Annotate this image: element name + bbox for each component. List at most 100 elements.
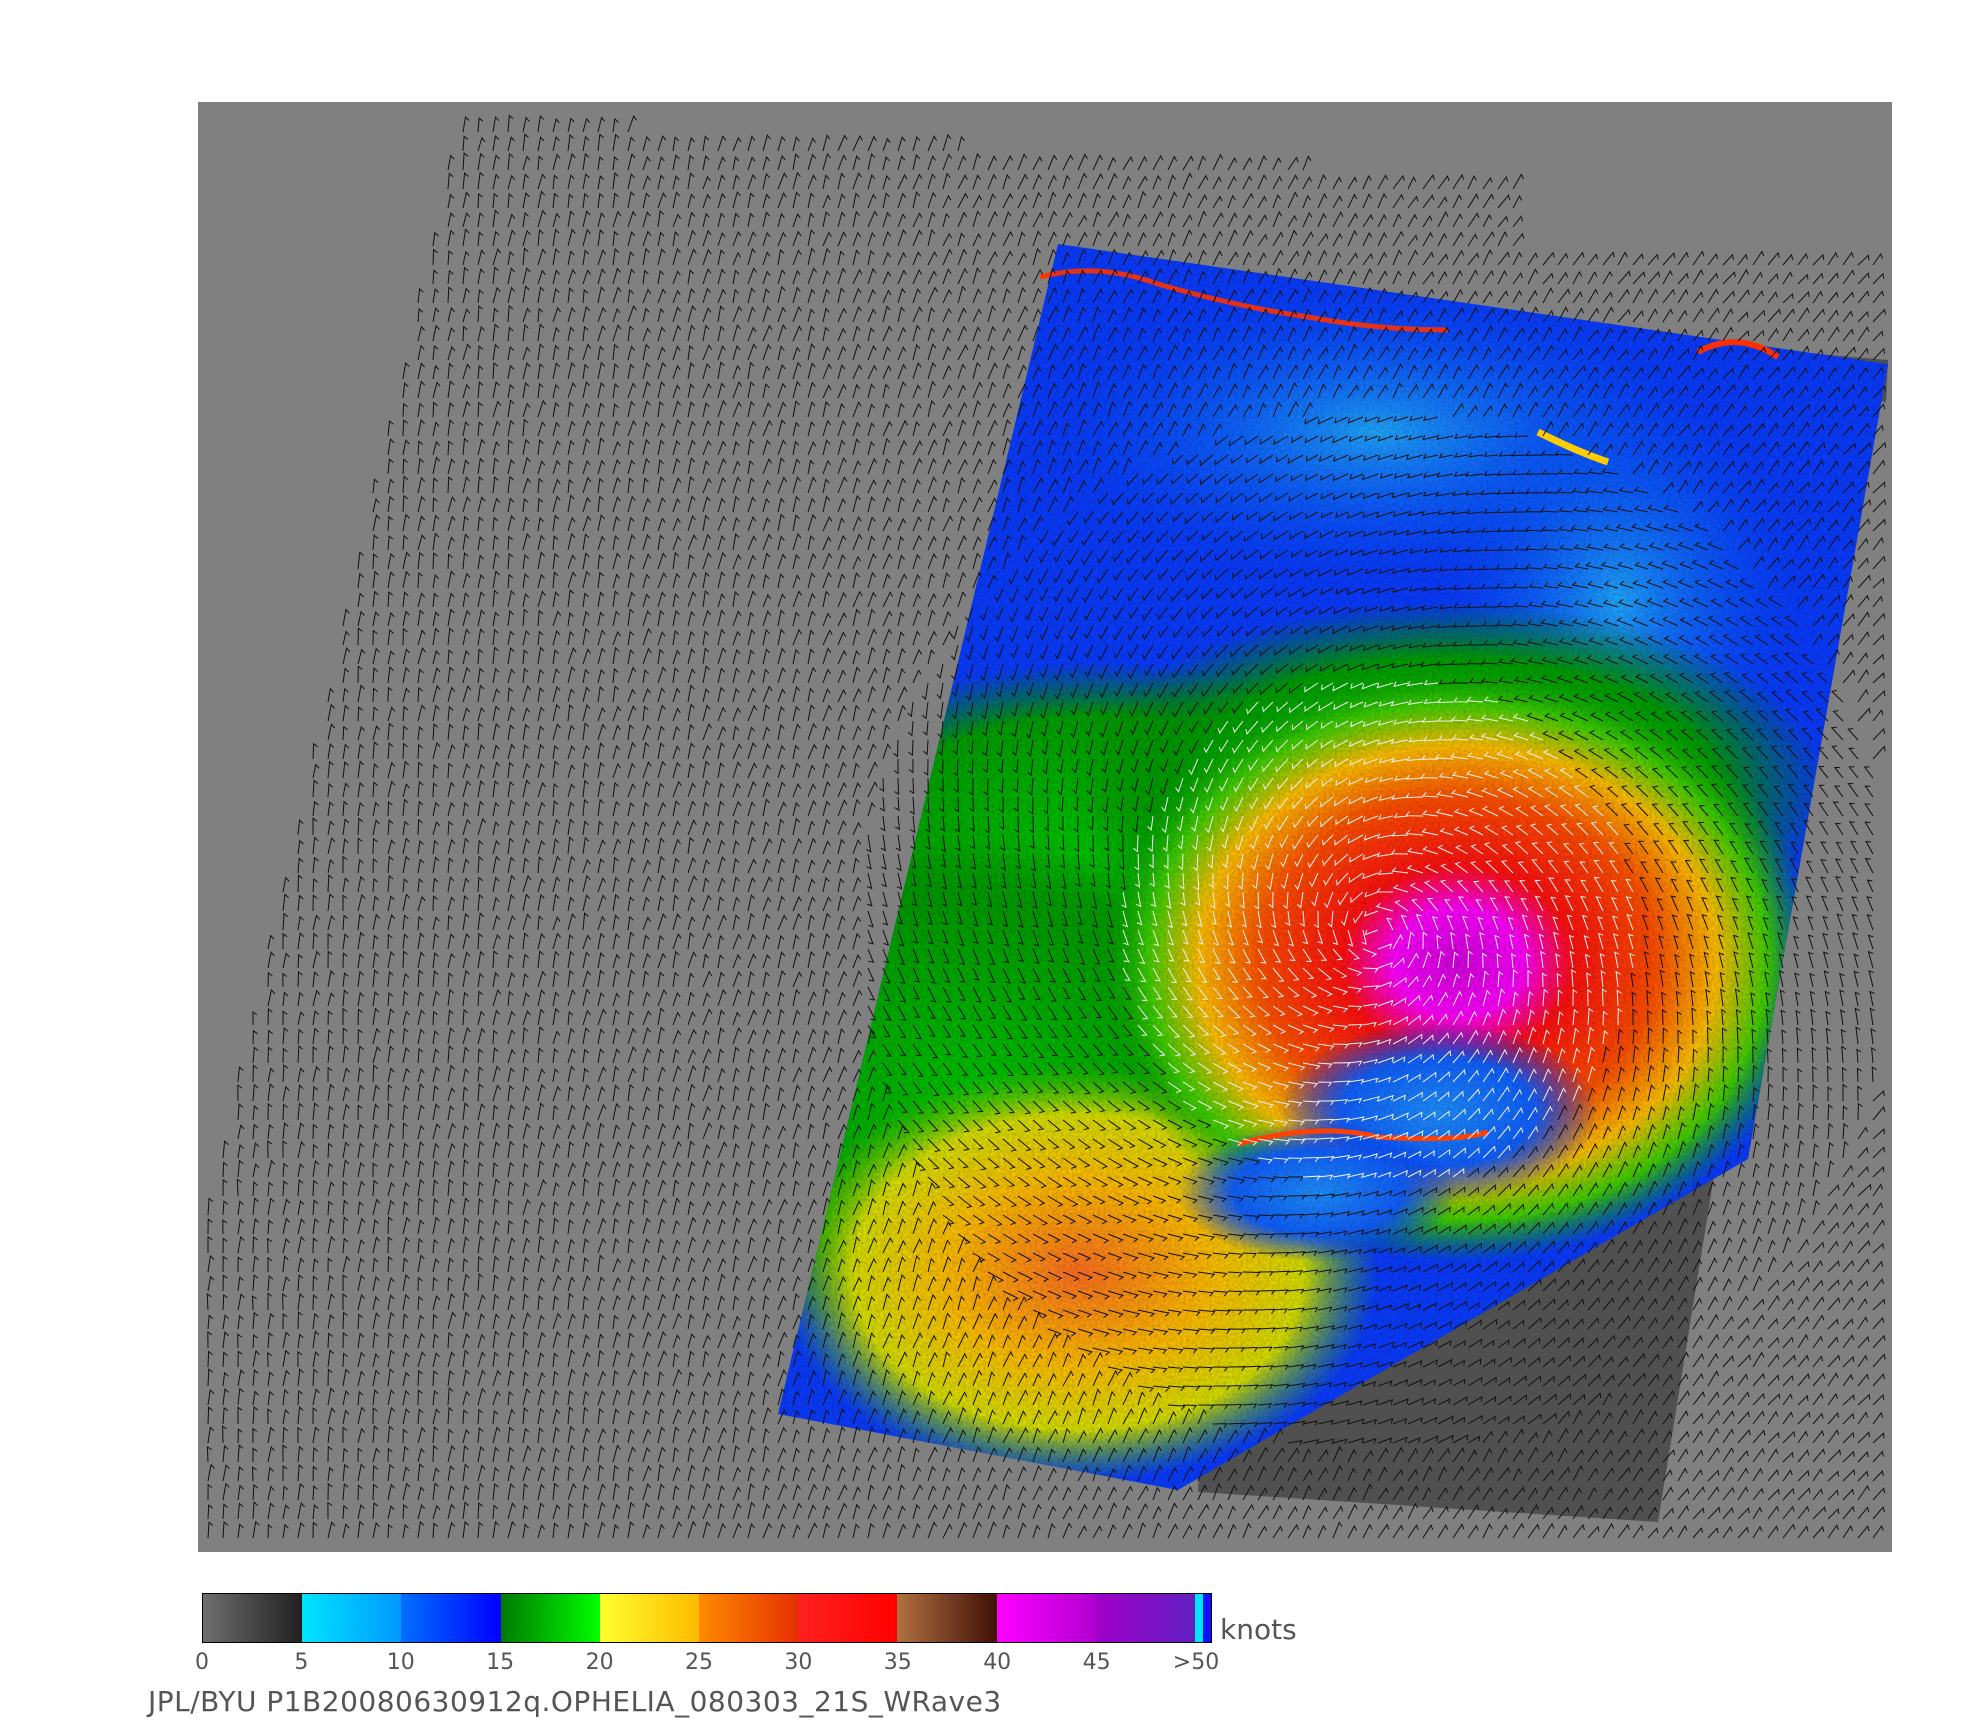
wind-barb: [822, 194, 831, 209]
wind-barb: [702, 440, 712, 456]
wind-barb: [477, 136, 486, 152]
wind-barb: [477, 628, 485, 646]
wind-barb: [342, 608, 350, 627]
wind-barb: [1559, 712, 1574, 722]
wind-barb: [1377, 270, 1388, 285]
wind-barb: [1832, 710, 1844, 722]
wind-barb: [1512, 173, 1524, 190]
wind-barb: [1633, 598, 1649, 608]
wind-barb: [1244, 549, 1259, 561]
wind-barb: [477, 171, 485, 190]
wind-barb: [627, 153, 636, 171]
wind-barb: [1129, 720, 1139, 736]
wind-barb: [867, 686, 876, 703]
wind-barb: [447, 306, 455, 323]
wind-barb: [909, 796, 915, 815]
wind-barb: [1232, 739, 1244, 754]
wind-barb: [687, 742, 695, 760]
wind-barb: [1812, 253, 1825, 266]
wind-barb: [1512, 194, 1523, 209]
wind-barb: [1321, 682, 1334, 691]
wind-barb: [1077, 362, 1087, 380]
wind-barb: [987, 402, 997, 418]
wind-barb: [1841, 1045, 1847, 1064]
wind-barb: [687, 229, 696, 247]
wind-barb: [1032, 287, 1042, 304]
wind-barb: [1724, 690, 1739, 703]
wind-barb: [492, 780, 500, 798]
wind-barb: [867, 441, 875, 456]
wind-barb: [1467, 363, 1480, 380]
wind-barb: [1497, 639, 1514, 646]
wind-barb: [537, 573, 545, 589]
wind-barb: [1677, 385, 1689, 399]
wind-barb: [897, 667, 906, 684]
wind-barb: [612, 117, 619, 133]
wind-barb: [1603, 747, 1619, 760]
wind-barb: [1752, 422, 1765, 437]
wind-barb: [627, 688, 636, 703]
wind-barb: [1752, 329, 1765, 342]
wind-barb: [1588, 730, 1604, 741]
wind-barb: [477, 1083, 484, 1102]
wind-barb: [1525, 526, 1544, 532]
wind-barb: [777, 419, 786, 437]
wind-barb: [1526, 619, 1544, 627]
wind-barb: [1797, 252, 1809, 266]
wind-barb: [1857, 518, 1870, 532]
wind-barb: [597, 437, 605, 456]
wind-barb: [1812, 614, 1825, 627]
wind-barb: [372, 763, 379, 779]
wind-barb: [1710, 728, 1724, 741]
wind-barb: [462, 877, 470, 893]
wind-barb: [1756, 728, 1769, 741]
wind-barb: [582, 1084, 591, 1102]
wind-barb: [432, 477, 439, 494]
wind-barb: [1619, 729, 1634, 741]
wind-barb: [402, 419, 408, 437]
wind-barb: [492, 971, 500, 988]
wind-barb: [1438, 679, 1454, 685]
wind-barb: [882, 666, 891, 684]
wind-barb: [1177, 834, 1184, 850]
wind-barb: [1407, 195, 1419, 209]
wind-barb: [507, 990, 514, 1007]
wind-barb: [1770, 745, 1784, 760]
wind-barb: [387, 950, 395, 969]
wind-barb: [1496, 508, 1514, 514]
wind-barb: [522, 456, 531, 475]
wind-barb: [1422, 415, 1439, 422]
wind-barb: [1812, 573, 1826, 589]
wind-barb: [1499, 770, 1514, 779]
wind-barb: [822, 478, 830, 494]
wind-barb: [1620, 674, 1634, 684]
wind-barb: [1782, 499, 1796, 513]
wind-barb: [822, 1086, 832, 1102]
wind-barb: [1602, 344, 1615, 361]
wind-barb: [432, 456, 441, 475]
wind-barb: [327, 874, 334, 893]
wind-barb: [1497, 175, 1509, 190]
wind-barb: [1602, 306, 1614, 323]
wind-barb: [702, 175, 711, 190]
wind-barb: [1319, 530, 1334, 539]
wind-barb: [1825, 1010, 1831, 1026]
wind-barb: [1378, 701, 1394, 707]
wind-barb: [1752, 309, 1766, 323]
wind-barb: [282, 876, 290, 893]
wind-barb: [1842, 291, 1854, 304]
wind-barb: [297, 819, 304, 836]
wind-barb: [1709, 672, 1724, 684]
wind-barb: [1450, 715, 1469, 722]
wind-barb: [1319, 549, 1334, 558]
wind-barb: [921, 682, 929, 701]
wind-barb: [1227, 175, 1237, 190]
wind-barb: [1122, 288, 1134, 304]
wind-barb: [1527, 345, 1541, 361]
wind-barb: [837, 154, 847, 171]
wind-barb: [882, 929, 890, 946]
wind-barb: [672, 1065, 682, 1083]
wind-barb: [1631, 654, 1649, 665]
wind-barb: [447, 608, 455, 627]
wind-barb: [987, 555, 997, 570]
